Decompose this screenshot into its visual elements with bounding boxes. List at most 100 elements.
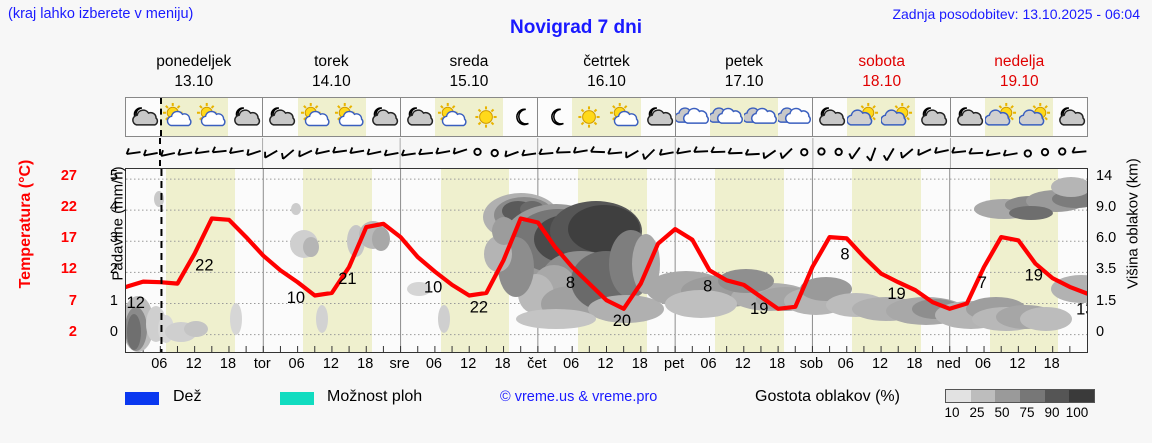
forecast-plot: 12 22 10 21 10 22 8 20 8 19 8 19 7 19 13 [125,168,1088,353]
wind-barb-44 [882,147,895,161]
wind-barb-21 [490,148,499,158]
weather-icon-cell-5-2 [881,98,916,136]
x-tick-label-20: 06 [837,356,854,372]
wind-barb-40 [817,147,826,156]
weather-icon-cell-3-0 [538,98,572,136]
icon-day-5 [813,98,951,136]
day-name: torek [314,53,349,70]
weather-icon-cell-6-2 [1018,98,1053,136]
weather-icon-cell-0-1 [160,98,195,136]
daylight-band-0 [166,169,235,352]
cloud-height-tick-3: 3.5 [1096,261,1117,278]
day-date: 13.10 [174,73,214,90]
temperature-label-5: 22 [470,299,488,317]
wind-barb-3 [177,148,193,156]
wind-barbs [125,138,1087,168]
day-date: 17.10 [724,73,764,90]
x-tick-label-14: 18 [631,356,648,372]
weather-icon-cell-1-1 [297,98,332,136]
wind-barb-12 [332,146,348,154]
day-header-6: nedelja 19.10 [950,52,1088,96]
cloud-height-tick-2: 6.0 [1096,230,1117,247]
weather-icon-strip [125,97,1088,137]
x-tick-label-26: 18 [1043,356,1060,372]
day-header-5: sobota 18.10 [813,52,951,96]
cloud-height-tick-0: 14 [1096,168,1113,185]
wind-barb-23 [521,149,537,157]
moon-cloud-icon [406,107,434,126]
cloud-blob [303,237,319,257]
wind-barb-9 [281,149,295,160]
wind-barb-26 [572,146,588,154]
temperature-label-9: 19 [750,300,768,318]
wind-barb-55 [1071,146,1087,154]
icon-day-0 [126,98,264,136]
cloud-density-swatch-0 [946,390,971,402]
weather-icon-cell-4-0 [675,98,710,136]
moon-cloud-icon [921,107,948,126]
weather-icon-cell-4-1 [709,98,744,136]
cloud-density-swatch-3 [1020,390,1045,402]
cloud-density-tick-1: 25 [969,405,985,420]
temperature-label-14: 13 [1076,301,1087,319]
cloud-blob [154,191,164,207]
moon-cloud-icon [234,107,261,126]
copyright-link[interactable]: © vreme.us & vreme.pro [500,389,658,405]
location-menu-note[interactable]: (kraj lahko izberete v meniju) [8,6,194,22]
sun-icon [475,106,497,128]
cloud-blob [184,321,208,337]
cloud-icon [709,107,743,124]
wind-barb-14 [366,148,382,156]
wind-barb-48 [951,146,967,154]
cloud-sun-icon [881,102,913,126]
cloud-density-tick-3: 75 [1019,405,1035,420]
cloud-height-tick-1: 9.0 [1096,199,1117,216]
wind-barb-15 [383,149,399,157]
rain-legend-label: Dež [173,388,202,405]
moon-cloud-icon [819,107,846,126]
x-tick-label-11: čet [527,356,547,372]
moon-cloud-icon [646,107,673,126]
wind-barb-strip [125,138,1088,168]
wind-barb-0 [125,148,141,155]
wind-barb-16 [400,149,416,157]
weather-icon-cell-0-0 [126,98,160,136]
wind-barb-42 [848,146,861,160]
wind-barb-27 [590,146,605,154]
x-tick-label-19: sob [799,356,824,372]
x-tick-label-15: pet [664,356,685,372]
weather-icon-cell-6-0 [951,98,985,136]
x-tick-label-4: 06 [288,356,305,372]
wind-barb-41 [834,147,843,157]
moon-cloud-icon [371,107,398,126]
temperature-label-11: 19 [887,285,905,303]
temperature-label-4: 10 [424,279,442,297]
cloud-blob [718,269,774,293]
wind-barb-34 [710,146,726,154]
sun-cloud-icon [300,102,330,127]
cloud-blob [484,236,512,272]
icon-day-3 [538,98,676,136]
icon-day-1 [263,98,401,136]
showers-legend-swatch [280,392,314,405]
temperature-label-12: 7 [978,274,987,292]
cloud-density-colorbar [945,389,1095,403]
wind-barb-6 [228,147,244,154]
weather-icon-cell-2-1 [434,98,470,136]
wind-barb-4 [194,147,210,155]
precipitation-tick-0: 5 [109,168,118,185]
cloud-density-legend-label: Gostota oblakov (%) [755,388,900,405]
x-tick-label-25: 12 [1009,356,1026,372]
rain-legend-swatch [125,392,159,405]
cloud-blob [291,203,301,215]
sun-cloud-icon [437,102,467,127]
moon-cloud-icon [269,107,296,126]
wind-barb-52 [1023,149,1032,158]
sun-cloud-icon [197,102,226,127]
x-tick-label-9: 12 [460,356,477,372]
weather-icon-cell-1-0 [263,98,297,136]
wind-barb-5 [211,146,227,154]
wind-barb-49 [968,147,984,155]
weather-icon-cell-3-2 [606,98,641,136]
x-tick-label-1: 12 [185,356,202,372]
